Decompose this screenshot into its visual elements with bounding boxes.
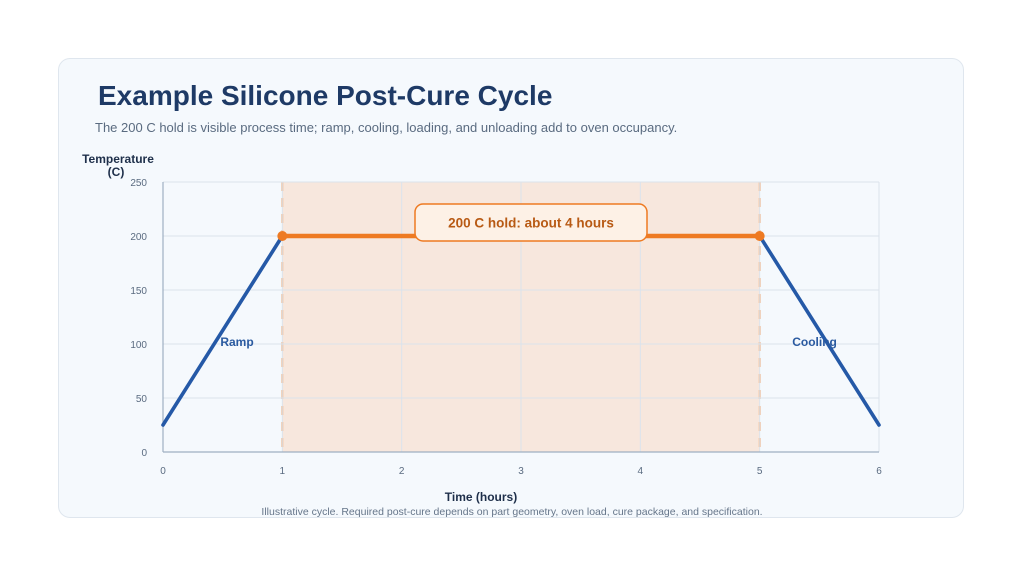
- hold-endpoint: [277, 231, 288, 241]
- phase-annotation: Cooling: [792, 335, 837, 349]
- y-tick-label: 0: [141, 448, 147, 459]
- y-tick-label: 100: [130, 340, 147, 351]
- x-tick-label: 2: [399, 466, 405, 477]
- x-tick-label: 1: [280, 466, 286, 477]
- curve-segment: [757, 234, 881, 427]
- y-tick-label: 200: [130, 232, 147, 243]
- y-tick-label: 50: [136, 394, 148, 405]
- phase-annotation: Ramp: [220, 335, 253, 349]
- x-tick-label: 0: [160, 466, 166, 477]
- hold-label-box: [414, 203, 648, 242]
- x-tick-label: 6: [876, 466, 882, 477]
- hold-endpoint: [754, 231, 765, 241]
- x-axis-title: Time (hours): [445, 490, 517, 504]
- x-tick-label: 5: [757, 466, 763, 477]
- x-tick-label: 3: [518, 466, 524, 477]
- page-subtitle: The 200 C hold is visible process time; …: [95, 120, 678, 135]
- page-title: Example Silicone Post-Cure Cycle: [98, 80, 553, 111]
- y-tick-label: 250: [130, 178, 147, 189]
- y-axis-title: Temperature (C): [82, 152, 154, 179]
- hold-label: 200 C hold: about 4 hours: [448, 216, 614, 231]
- y-tick-label: 150: [130, 286, 147, 297]
- curve-segment: [161, 234, 285, 427]
- x-tick-label: 4: [638, 466, 644, 477]
- footnote: Illustrative cycle. Required post-cure d…: [261, 506, 763, 518]
